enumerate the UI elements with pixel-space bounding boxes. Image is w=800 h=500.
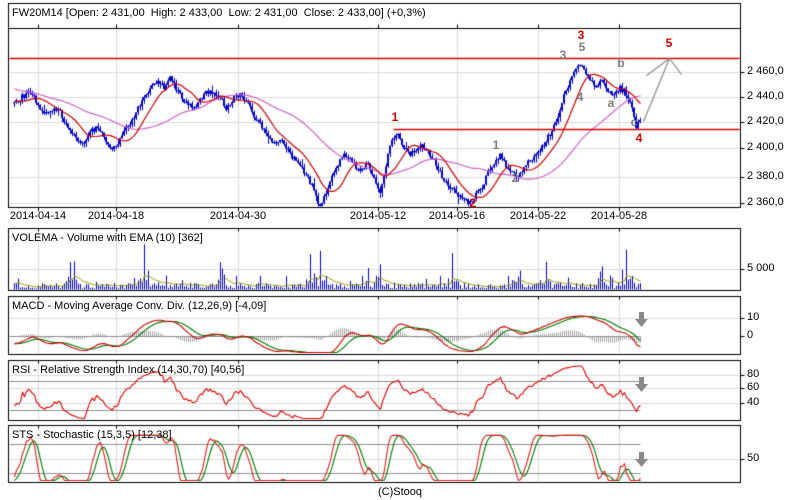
sts-tick-label: 50	[747, 452, 760, 464]
signal-down-arrow-icon	[635, 377, 648, 392]
sub-wave-label: 1	[492, 138, 500, 152]
sub-wave-label: 5	[578, 40, 586, 54]
price-tick-label: 2 420,0	[747, 115, 784, 127]
rsi-tick-label: 80	[747, 368, 760, 380]
elliott-wave-label: 3	[577, 28, 585, 42]
signal-down-arrow-icon	[635, 312, 648, 327]
sub-wave-label: 3	[559, 48, 567, 62]
elliott-wave-label: 1	[391, 110, 399, 124]
price-tick-label: 2 380,0	[747, 170, 784, 182]
date-label: 2014-05-16	[428, 210, 486, 222]
sub-wave-label: a	[607, 96, 615, 110]
price-tick-label: 2 440,0	[747, 90, 784, 102]
elliott-wave-label: 4	[635, 131, 643, 145]
date-label: 2014-04-30	[209, 210, 267, 222]
price-tick-label: 2 400,0	[747, 141, 784, 153]
signal-down-arrow-icon	[635, 452, 648, 467]
date-label: 2014-04-14	[9, 210, 67, 222]
date-label: 2014-05-12	[349, 210, 407, 222]
macd-tick-label: 0	[747, 329, 754, 341]
elliott-wave-label: 5	[665, 36, 673, 50]
date-label: 2014-04-18	[87, 210, 145, 222]
date-label: 2014-05-28	[590, 210, 648, 222]
copyright-label: (C)Stooq	[377, 486, 423, 498]
sub-wave-label: c	[630, 115, 638, 129]
rsi-tick-label: 60	[747, 381, 760, 393]
macd-tick-label: 10	[747, 311, 760, 323]
price-tick-label: 2 460,0	[747, 65, 784, 77]
sub-wave-label: b	[617, 56, 625, 70]
volume-tick-label: 5 000	[747, 262, 775, 274]
elliott-wave-label: 2	[469, 196, 477, 210]
sub-wave-label: 4	[576, 90, 584, 104]
date-label: 2014-05-22	[509, 210, 567, 222]
rsi-tick-label: 40	[747, 396, 760, 408]
price-tick-label: 2 360,0	[747, 196, 784, 208]
sub-wave-label: 2	[511, 171, 519, 185]
